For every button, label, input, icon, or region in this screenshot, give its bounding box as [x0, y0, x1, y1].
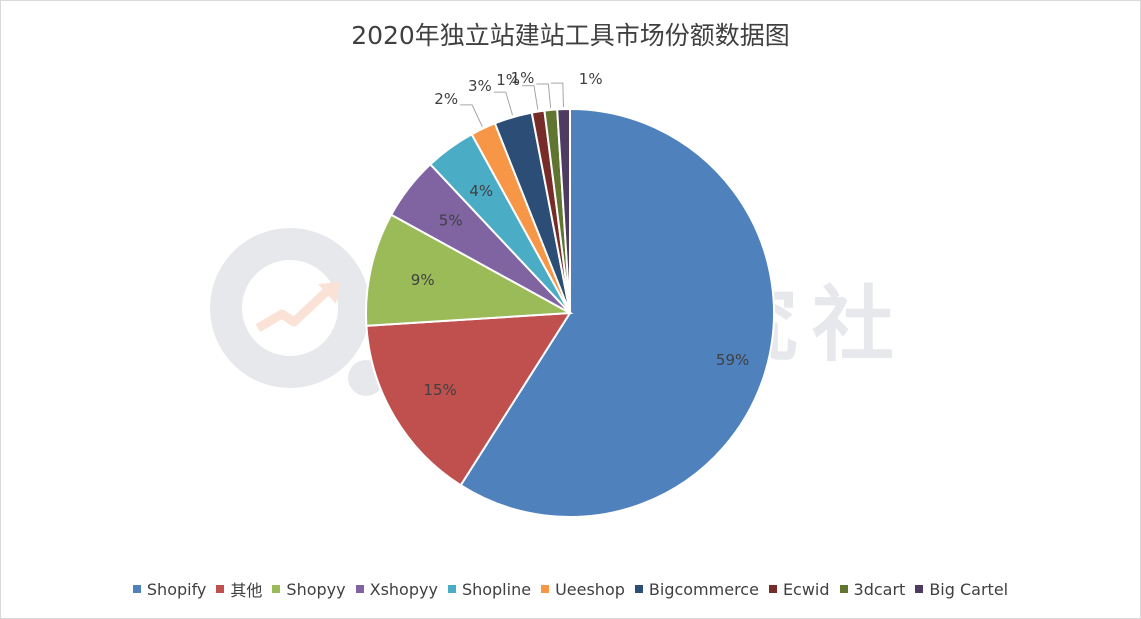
legend-swatch: [541, 585, 550, 593]
pie-slice-shopify: [459, 107, 775, 518]
data-label-xshopyy: 5%: [439, 212, 463, 230]
legend-item-shopline: Shopline: [447, 579, 532, 599]
legend-item-xshopyy: Xshopyy: [355, 579, 438, 599]
data-label-shopify: 59%: [716, 351, 749, 369]
pie-slice-shopyy: [365, 213, 574, 327]
data-label-big-cartel: 1%: [579, 70, 603, 88]
legend-swatch: [132, 585, 141, 593]
legend-swatch: [447, 585, 456, 593]
legend-swatch: [634, 585, 643, 593]
legend-item-other: 其他: [216, 577, 262, 601]
legend-label: Big Cartel: [929, 579, 1009, 599]
leader-line-ecwid: [522, 85, 539, 110]
legend-item-shopify: Shopify: [132, 579, 207, 599]
legend-label: Shopify: [146, 579, 207, 599]
leader-line-bigcommerce: [493, 91, 513, 116]
legend-swatch: [915, 585, 924, 593]
data-label-shopline: 4%: [469, 182, 493, 200]
legend-swatch: [216, 585, 225, 593]
legend-label: Xshopyy: [369, 579, 438, 599]
leader-line-ueeshop: [460, 104, 483, 127]
legend-item-bigcommerce: Bigcommerce: [634, 579, 759, 599]
data-label-ecwid: 1%: [496, 71, 520, 89]
legend-item-shopyy: Shopyy: [272, 579, 346, 599]
pie-slice-other: [365, 311, 572, 487]
data-label-other: 15%: [423, 381, 456, 399]
chart-title: 2020年独立站建站工具市场份额数据图: [351, 21, 790, 50]
legend-swatch: [355, 585, 364, 593]
data-label-ueeshop: 2%: [434, 90, 458, 108]
legend-item-big-cartel: Big Cartel: [915, 580, 1008, 599]
chart-legend: Shopify 其他 Shopyy Xshopyy Shopline Ueeshop Big…: [0, 577, 1141, 601]
legend-item-3dcart: 3dcart: [839, 579, 906, 599]
legend-label: 3dcart: [853, 579, 906, 599]
leader-line-3dcart: [536, 83, 552, 108]
legend-label: Ecwid: [782, 579, 830, 599]
legend-swatch: [839, 585, 848, 593]
data-label-3dcart: 1%: [511, 69, 535, 87]
legend-item-ecwid: Ecwid: [768, 579, 830, 599]
legend-swatch: [272, 585, 281, 593]
legend-swatch: [768, 585, 777, 593]
legend-item-ueeshop: Ueeshop: [541, 580, 625, 599]
data-label-shopyy: 9%: [411, 271, 435, 289]
legend-label: Shopyy: [286, 579, 346, 599]
pie-slice-big-cartel: [556, 107, 571, 314]
legend-label: Bigcommerce: [648, 579, 759, 599]
legend-label: Shopline: [461, 579, 532, 599]
data-label-bigcommerce: 3%: [468, 77, 492, 95]
legend-label: 其他: [230, 581, 263, 600]
leader-line-big-cartel: [550, 82, 564, 108]
legend-label: Ueeshop: [555, 579, 625, 599]
